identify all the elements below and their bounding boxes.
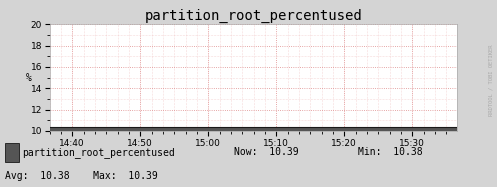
Text: Now:  10.39: Now: 10.39 xyxy=(234,147,298,157)
Text: Min:  10.38: Min: 10.38 xyxy=(358,147,422,157)
Y-axis label: %: % xyxy=(26,73,32,83)
Title: partition_root_percentused: partition_root_percentused xyxy=(145,9,362,23)
Text: Avg:  10.38    Max:  10.39: Avg: 10.38 Max: 10.39 xyxy=(5,171,158,181)
Text: partition_root_percentused: partition_root_percentused xyxy=(22,147,175,158)
Text: RRDTOOL / TOBI OETIKER: RRDTOOL / TOBI OETIKER xyxy=(489,45,494,116)
